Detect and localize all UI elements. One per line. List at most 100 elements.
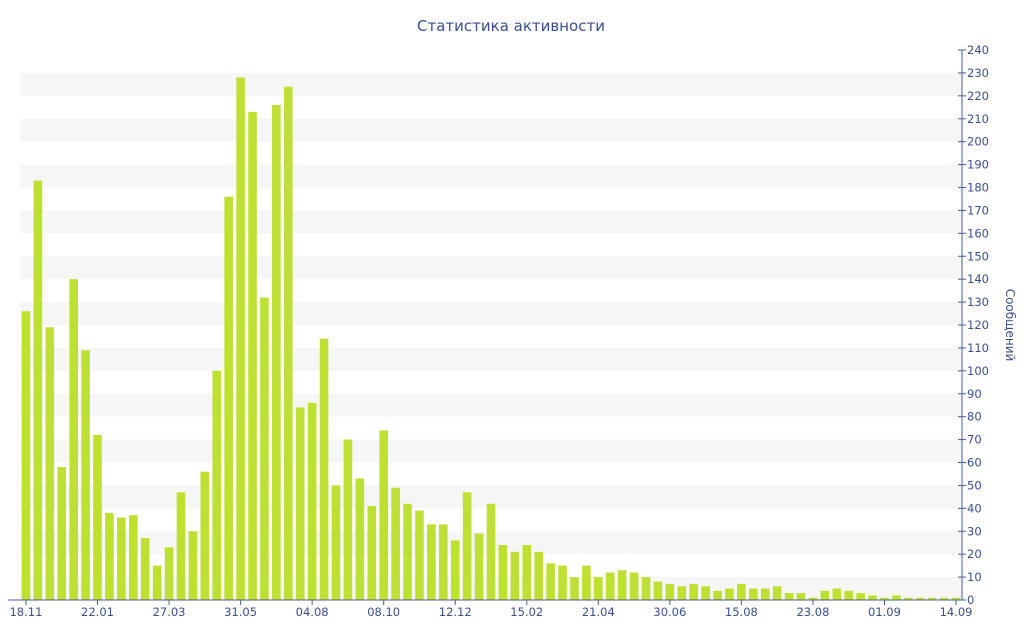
bar [391,487,400,600]
bar [951,597,961,600]
grid-band [20,210,962,234]
bar [927,597,937,600]
y-tick-label: 160 [967,226,989,240]
bar [486,503,496,600]
bar [617,570,627,600]
x-tick-label: 15.08 [725,605,758,619]
bar [689,583,699,600]
bar [665,583,675,600]
y-tick-label: 10 [967,570,982,584]
grid-band [20,302,962,325]
bar [248,111,257,601]
bar [570,577,579,600]
bar [915,597,925,600]
grid-band [20,347,962,371]
bar [403,503,412,600]
x-tick-label: 18.11 [9,605,42,619]
bar [784,593,794,601]
y-tick-label: 60 [967,456,982,470]
bar [594,577,603,600]
bar [45,327,55,600]
bar [307,402,317,600]
bar [69,279,78,600]
bar [832,588,842,600]
bar [474,533,484,600]
x-tick-label: 30.06 [653,605,686,619]
bar [677,586,687,600]
bar [629,572,639,600]
bar [176,492,186,600]
y-tick-label: 170 [967,203,989,217]
x-tick-label: 23.08 [796,605,829,619]
bar [808,597,818,600]
bar [725,588,734,600]
y-tick-label: 120 [967,318,989,332]
y-tick-label: 0 [967,593,974,607]
y-tick-label: 180 [967,181,989,195]
y-tick-label: 210 [967,112,989,126]
x-tick-label: 01.09 [868,605,901,619]
x-axis: 18.11 22.01 27.03 31.05 04.08 08.10 12.12 15.02… [8,599,973,619]
bar [415,510,424,601]
y-tick-label: 110 [967,341,989,355]
bar [200,471,210,600]
y-tick-label: 40 [967,501,982,515]
bar [427,524,436,601]
y-tick-label: 190 [967,158,989,172]
bar [117,517,126,600]
bar [343,439,353,600]
bar [128,515,138,600]
bar [236,77,245,600]
bar [105,512,114,600]
bar [939,597,949,600]
y-tick-label: 80 [967,410,982,424]
bar [164,547,174,600]
x-tick-label: 08.10 [367,605,400,619]
y-tick-label: 230 [967,66,989,80]
bar [605,572,615,600]
bar [319,338,329,600]
x-tick-label: 22.01 [81,605,114,619]
bar [522,545,532,600]
bar [737,583,746,600]
bar [772,586,782,600]
chart-title: Статистика активности [417,17,605,35]
bar [450,540,460,600]
bar [152,565,162,601]
x-tick-label: 21.04 [582,605,615,619]
x-tick-label: 31.05 [224,605,257,619]
bar [21,311,31,600]
grid-band [20,164,962,188]
bar [534,551,543,601]
y-tick-label: 130 [967,295,989,309]
bar [57,467,67,600]
bar [439,524,448,601]
bar [462,492,472,600]
bar [93,435,102,600]
bar [904,597,913,600]
bar [653,581,663,600]
y-tick-label: 90 [967,387,982,401]
x-tick-label: 14.09 [940,605,973,619]
bar [558,565,567,601]
y-tick-label: 150 [967,249,989,263]
grid-band [20,439,962,463]
x-tick-label: 27.03 [153,605,186,619]
bar [379,430,388,600]
y-tick-label: 140 [967,272,989,286]
bar [284,86,293,601]
y-tick-label: 50 [967,478,982,492]
bar [713,590,722,600]
bar [641,577,651,600]
bar [188,531,198,600]
bar [367,506,377,600]
y-tick-label: 20 [967,547,982,561]
bar [33,180,43,601]
bar [868,595,877,600]
bar [760,588,770,600]
bar [510,551,520,601]
y-tick-label: 220 [967,89,989,103]
bar [856,593,865,601]
y-tick-label: 240 [967,43,989,57]
